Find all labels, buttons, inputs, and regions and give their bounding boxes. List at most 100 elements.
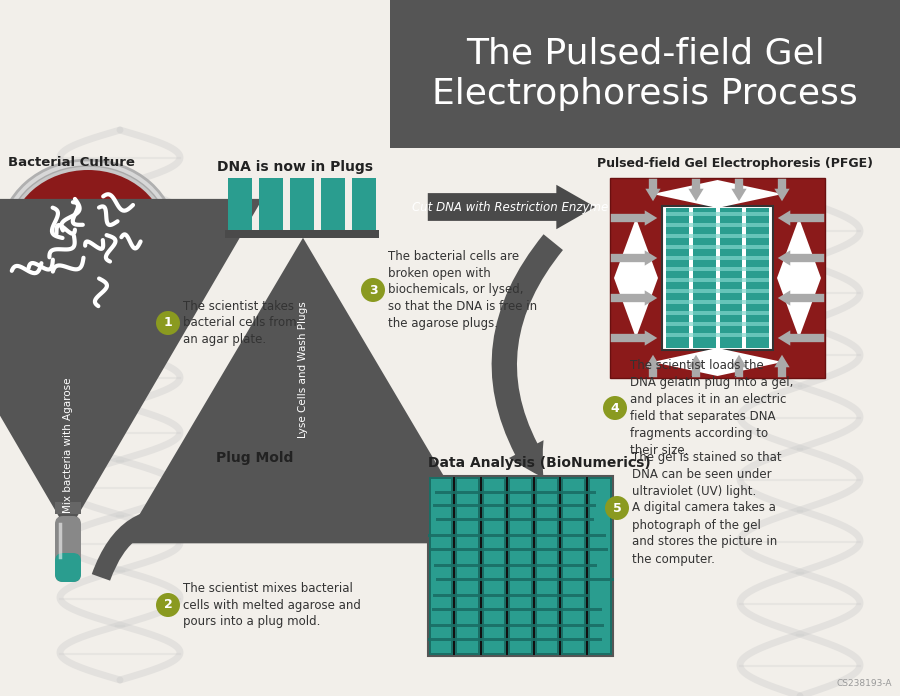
Bar bbox=[535, 477, 559, 655]
FancyBboxPatch shape bbox=[55, 516, 81, 582]
Text: The gel is stained so that
DNA can be seen under
ultraviolet (UV) light.
A digit: The gel is stained so that DNA can be se… bbox=[632, 450, 781, 565]
FancyArrowPatch shape bbox=[732, 355, 747, 377]
Bar bbox=[666, 223, 769, 227]
Bar bbox=[296, 470, 313, 510]
Polygon shape bbox=[777, 218, 821, 338]
Bar bbox=[536, 479, 557, 653]
FancyArrowPatch shape bbox=[645, 179, 661, 201]
Text: 5: 5 bbox=[613, 502, 621, 514]
Bar bbox=[433, 608, 602, 611]
Bar bbox=[666, 234, 769, 238]
FancyArrowPatch shape bbox=[778, 251, 824, 266]
Text: Cut DNA with Restriction Enzyme: Cut DNA with Restriction Enzyme bbox=[412, 202, 608, 214]
Bar bbox=[228, 178, 252, 230]
Bar bbox=[352, 178, 376, 230]
Text: 4: 4 bbox=[610, 402, 619, 415]
Text: The scientist loads the
DNA gelatin plug into a gel,
and places it in an electri: The scientist loads the DNA gelatin plug… bbox=[630, 359, 794, 457]
Bar bbox=[272, 470, 289, 510]
FancyArrowPatch shape bbox=[428, 184, 595, 229]
FancyArrowPatch shape bbox=[688, 179, 704, 201]
Bar bbox=[195, 510, 320, 520]
FancyArrowPatch shape bbox=[778, 290, 824, 306]
Bar bbox=[259, 178, 283, 230]
Text: The scientist takes
bacterial cells from
an agar plate.: The scientist takes bacterial cells from… bbox=[183, 299, 297, 347]
FancyArrowPatch shape bbox=[611, 331, 657, 346]
Bar bbox=[429, 624, 604, 627]
Bar bbox=[390, 0, 900, 148]
Bar bbox=[433, 504, 596, 507]
Polygon shape bbox=[652, 180, 782, 208]
Text: Plug Mold: Plug Mold bbox=[216, 451, 293, 465]
FancyArrowPatch shape bbox=[732, 179, 747, 201]
Bar bbox=[436, 518, 594, 521]
Bar bbox=[428, 638, 602, 641]
Ellipse shape bbox=[0, 160, 176, 316]
Text: 3: 3 bbox=[369, 283, 377, 296]
Bar bbox=[248, 470, 265, 510]
Text: The Pulsed-field Gel
Electrophoresis Process: The Pulsed-field Gel Electrophoresis Pro… bbox=[432, 37, 858, 111]
Bar bbox=[666, 278, 769, 282]
Bar bbox=[666, 245, 769, 249]
Bar bbox=[225, 230, 379, 238]
Bar bbox=[666, 311, 769, 315]
Text: 2: 2 bbox=[164, 599, 173, 612]
Text: Mix bacteria with Agarose: Mix bacteria with Agarose bbox=[63, 377, 73, 513]
Ellipse shape bbox=[10, 170, 166, 306]
Circle shape bbox=[361, 278, 385, 302]
FancyArrowPatch shape bbox=[774, 179, 789, 201]
Text: The scientist mixes bacterial
cells with melted agarose and
pours into a plug mo: The scientist mixes bacterial cells with… bbox=[183, 581, 361, 628]
Text: The bacterial cells are
broken open with
biochemicals, or lysed,
so that the DNA: The bacterial cells are broken open with… bbox=[388, 249, 537, 331]
Bar bbox=[429, 477, 454, 655]
Bar bbox=[482, 477, 507, 655]
Bar bbox=[666, 333, 769, 337]
Bar bbox=[55, 502, 81, 514]
FancyArrowPatch shape bbox=[611, 210, 657, 226]
Bar bbox=[563, 479, 583, 653]
Text: Pulsed-field Gel Electrophoresis (PFGE): Pulsed-field Gel Electrophoresis (PFGE) bbox=[597, 157, 873, 170]
FancyArrowPatch shape bbox=[778, 210, 824, 226]
FancyArrowPatch shape bbox=[92, 505, 212, 580]
Bar bbox=[662, 206, 773, 350]
FancyArrowPatch shape bbox=[688, 355, 704, 377]
Bar bbox=[666, 267, 769, 271]
Bar bbox=[436, 578, 614, 581]
Bar bbox=[666, 256, 769, 260]
Text: 1: 1 bbox=[164, 317, 173, 329]
Bar bbox=[457, 479, 478, 653]
Bar bbox=[588, 477, 612, 655]
Circle shape bbox=[603, 396, 627, 420]
Polygon shape bbox=[652, 348, 782, 376]
FancyArrowPatch shape bbox=[645, 355, 661, 377]
Bar bbox=[455, 477, 480, 655]
Polygon shape bbox=[614, 218, 658, 338]
Bar bbox=[666, 208, 688, 348]
Bar bbox=[510, 479, 531, 653]
Bar bbox=[484, 479, 504, 653]
Bar bbox=[610, 178, 825, 378]
Ellipse shape bbox=[6, 166, 170, 310]
Bar bbox=[434, 564, 598, 567]
Bar bbox=[746, 208, 769, 348]
Bar bbox=[200, 470, 217, 510]
Bar bbox=[431, 479, 452, 653]
Bar bbox=[719, 208, 742, 348]
Text: Bacterial Culture: Bacterial Culture bbox=[8, 155, 135, 168]
Bar bbox=[666, 212, 769, 216]
Bar bbox=[428, 476, 613, 656]
Bar bbox=[590, 479, 610, 653]
FancyArrowPatch shape bbox=[774, 355, 789, 377]
Text: CS238193-A: CS238193-A bbox=[836, 679, 892, 688]
Bar bbox=[224, 470, 241, 510]
Circle shape bbox=[605, 496, 629, 520]
Bar bbox=[290, 178, 314, 230]
FancyBboxPatch shape bbox=[55, 553, 81, 582]
Bar bbox=[428, 534, 606, 537]
FancyArrowPatch shape bbox=[491, 235, 562, 477]
Circle shape bbox=[156, 311, 180, 335]
Bar bbox=[508, 477, 533, 655]
Bar bbox=[321, 178, 345, 230]
Bar bbox=[433, 594, 590, 597]
Bar bbox=[435, 491, 596, 494]
Bar bbox=[693, 208, 716, 348]
FancyArrowPatch shape bbox=[778, 331, 824, 346]
